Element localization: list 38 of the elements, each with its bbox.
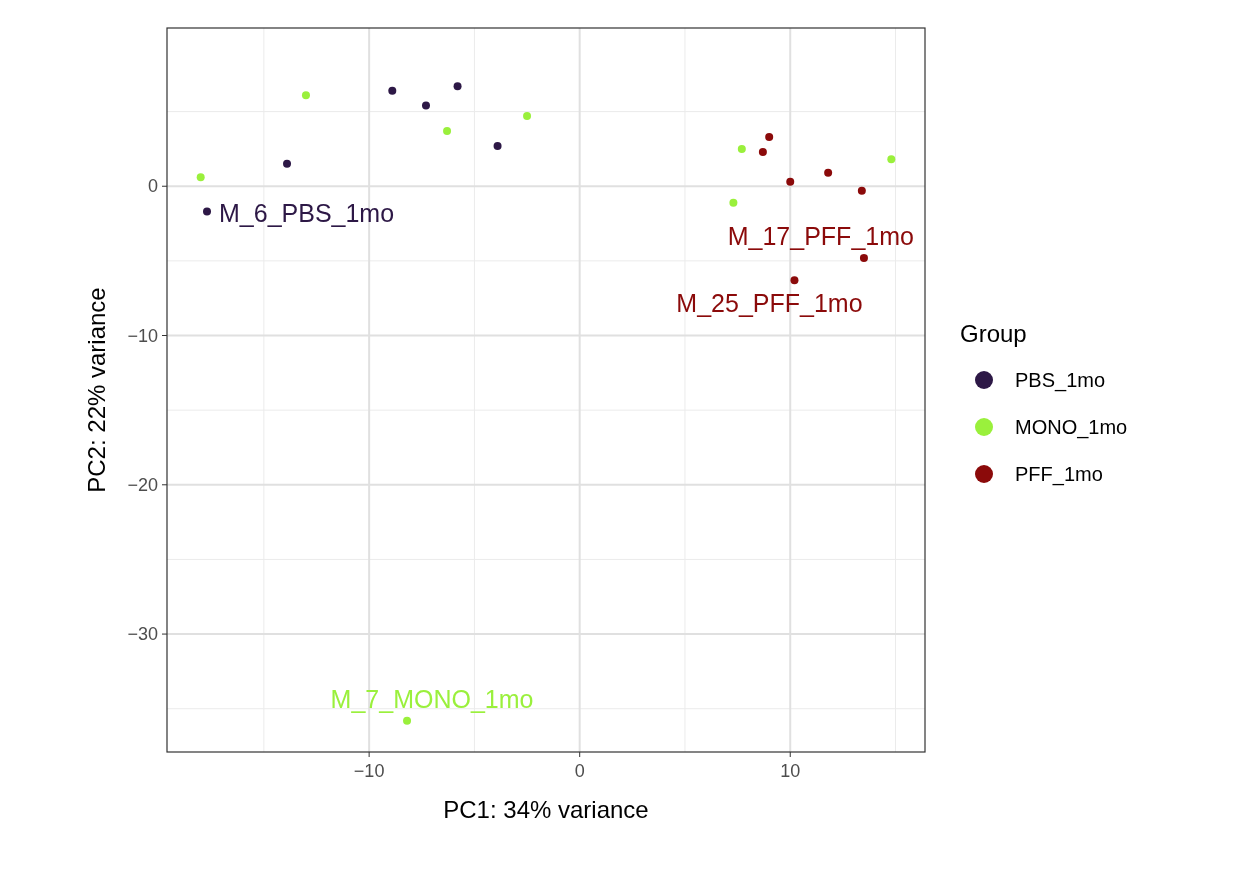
point xyxy=(859,253,868,262)
x-tick-label: −10 xyxy=(353,761,385,781)
point xyxy=(729,198,738,207)
point xyxy=(824,168,833,177)
point xyxy=(765,132,774,141)
annotation: M_7_MONO_1mo xyxy=(330,684,534,713)
legend-label: PFF_1mo xyxy=(1015,463,1103,486)
legend-label: PBS_1mo xyxy=(1015,369,1106,392)
point xyxy=(523,112,532,121)
annotation: M_6_PBS_1mo xyxy=(219,198,395,227)
annotation: M_17_PFF_1mo xyxy=(727,221,914,250)
point xyxy=(790,276,799,285)
y-tick-label: 0 xyxy=(147,176,158,197)
y-tick-label: −30 xyxy=(127,624,158,645)
point xyxy=(453,82,462,91)
point xyxy=(737,144,746,153)
point xyxy=(421,101,430,110)
y-axis-title: PC2: 22% variance xyxy=(83,287,110,493)
annotation: M_25_PFF_1mo xyxy=(676,289,863,318)
point xyxy=(758,147,767,156)
point xyxy=(283,159,292,168)
legend-label: MONO_1mo xyxy=(1015,416,1128,439)
y-tick-label: −10 xyxy=(127,325,158,346)
legend-title: Group xyxy=(960,320,1027,347)
point xyxy=(196,173,205,182)
point xyxy=(443,127,452,135)
point xyxy=(493,141,502,150)
point xyxy=(301,91,310,100)
x-tick-label: 10 xyxy=(780,761,801,781)
point xyxy=(786,177,795,186)
x-tick-label: 0 xyxy=(574,761,585,781)
point xyxy=(388,86,397,95)
y-tick-label: −20 xyxy=(127,474,158,495)
point xyxy=(887,155,896,164)
point xyxy=(403,716,412,725)
x-axis-title: PC1: 34% variance xyxy=(443,796,649,823)
point xyxy=(857,186,866,195)
point xyxy=(203,207,212,216)
